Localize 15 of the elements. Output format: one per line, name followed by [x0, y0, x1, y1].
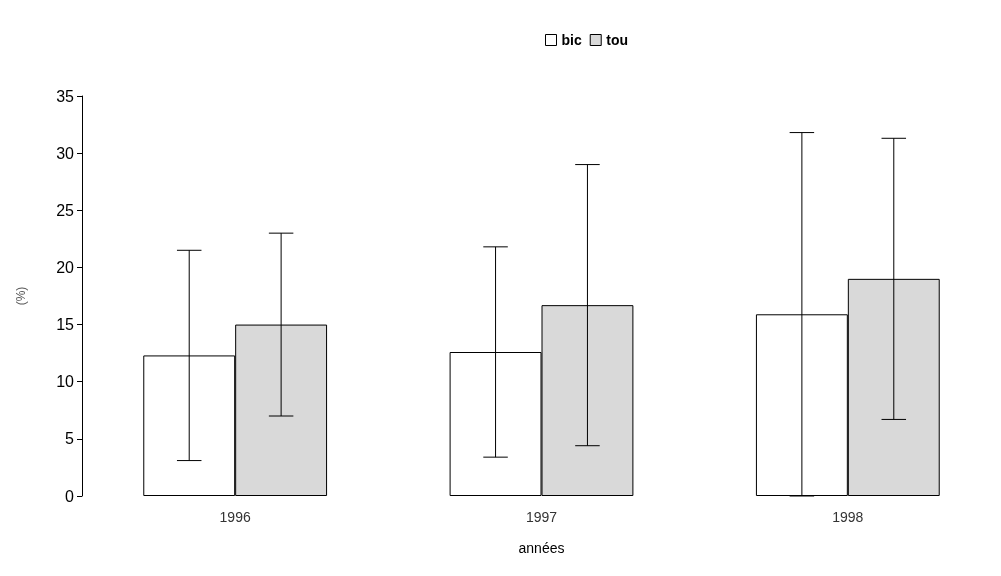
y-tick-label: 30	[56, 144, 75, 162]
y-tick-label: 5	[65, 430, 75, 448]
legend-label: bic	[561, 32, 582, 48]
y-tick-label: 10	[56, 373, 75, 391]
y-tick-label: 0	[65, 487, 75, 505]
y-tick-label: 20	[56, 258, 75, 276]
x-tick-label: 1998	[832, 509, 864, 525]
x-tick-label: 1996	[219, 509, 251, 525]
y-tick-label: 15	[56, 316, 75, 334]
x-axis-title: années	[518, 540, 565, 556]
y-tick-label: 25	[56, 201, 75, 219]
legend-label: tou	[606, 32, 628, 48]
y-axis-title: (%)	[14, 286, 28, 306]
x-tick-label: 1997	[525, 509, 558, 525]
y-tick-label: 35	[56, 87, 75, 105]
